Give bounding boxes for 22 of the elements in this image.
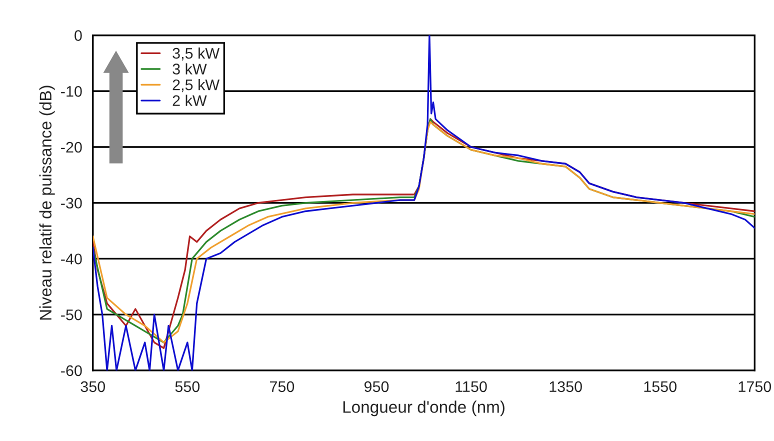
x-tick-label: 1350: [550, 381, 582, 392]
y-tick-label: -50: [61, 309, 82, 320]
x-tick-label: 750: [270, 381, 294, 392]
y-tick-label: -20: [61, 142, 82, 153]
y-tick-label: 0: [74, 30, 82, 41]
x-tick-label: 1750: [738, 381, 772, 392]
line-series: [92, 35, 755, 370]
x-tick-label: 550: [175, 381, 200, 392]
x-tick-label: 1150: [456, 381, 487, 392]
x-tick-label: 1550: [644, 381, 677, 392]
legend-label: 2 kW: [172, 94, 207, 106]
y-tick-label: -40: [61, 254, 82, 264]
y-axis-title: Niveau relatif de puissance (dB): [39, 86, 55, 320]
y-tick-label: -10: [61, 86, 82, 97]
x-axis-title: Longueur d'onde (nm): [343, 400, 504, 416]
legend-label: 3 kW: [172, 63, 207, 74]
x-tick-label: 950: [364, 381, 389, 392]
legend-label: 3,5 kW: [172, 48, 220, 61]
legend-label: 2,5 kW: [172, 79, 220, 92]
y-tick-label: -30: [61, 198, 82, 209]
x-tick-label: 350: [80, 381, 106, 392]
y-tick-label: -60: [61, 365, 82, 376]
